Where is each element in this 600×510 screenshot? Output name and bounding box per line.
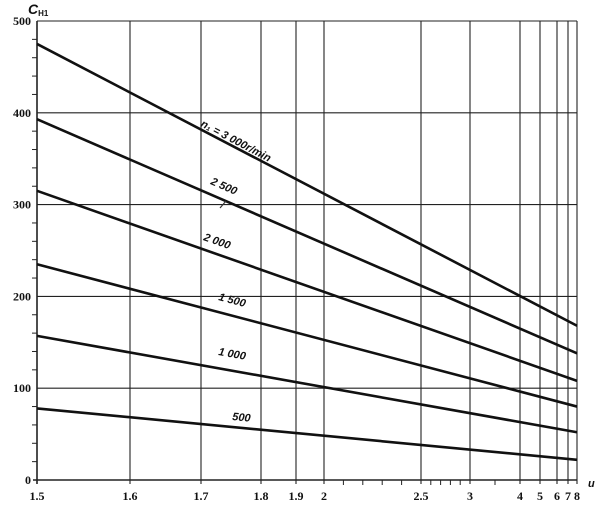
series-label: 500 xyxy=(232,411,252,425)
series-label: n₁ = 3 000r/min xyxy=(199,118,274,165)
y-axis-label-main: C xyxy=(28,1,39,17)
x-tick-label: 8 xyxy=(574,489,580,503)
x-tick-label: 2 xyxy=(321,489,327,503)
y-axis-label-sub: H1 xyxy=(38,9,49,18)
x-tick-label: 1.7 xyxy=(194,489,209,503)
y-tick-label: 400 xyxy=(13,106,31,120)
y-tick-label: 200 xyxy=(13,289,31,303)
series-line xyxy=(36,42,578,327)
x-tick-label: 2.5 xyxy=(414,489,429,503)
label-leader xyxy=(219,200,227,209)
series-line xyxy=(36,263,578,408)
series-line xyxy=(36,118,578,355)
y-tick-label: 300 xyxy=(13,198,31,212)
x-tick-label: 3 xyxy=(467,489,473,503)
x-tick-label: 4 xyxy=(517,489,523,503)
grid xyxy=(37,20,578,484)
series-line xyxy=(36,407,578,462)
x-tick-label: 5 xyxy=(537,489,543,503)
series-label: 1 500 xyxy=(217,291,248,310)
series-label: 1 000 xyxy=(217,346,247,363)
series-line xyxy=(36,189,578,383)
x-tick-label: 7 xyxy=(565,489,571,503)
axes: 0 100 200 300 400 500 1.5 1.6 1.7 1.8 1.9 2 2.5 3 4 5 6 7… xyxy=(13,14,580,503)
series-lines xyxy=(36,42,578,462)
x-axis-label: u xyxy=(588,478,595,490)
x-tick-label: 1.5 xyxy=(30,489,45,503)
series-line xyxy=(36,334,578,434)
x-tick-label: 1.8 xyxy=(254,489,269,503)
x-tick-label: 6 xyxy=(554,489,560,503)
y-tick-label: 0 xyxy=(25,473,31,487)
x-tick-label: 1.6 xyxy=(123,489,138,503)
y-tick-label: 500 xyxy=(13,14,31,28)
y-axis-label: CH1 xyxy=(28,1,49,18)
y-tick-label: 100 xyxy=(13,381,31,395)
x-tick-label: 1.9 xyxy=(289,489,304,503)
